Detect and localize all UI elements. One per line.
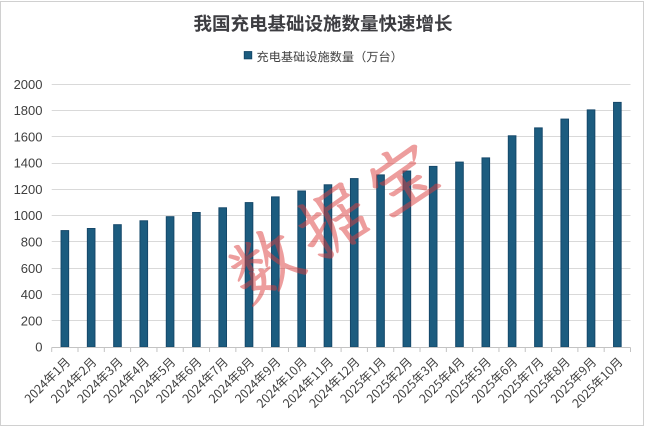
svg-text:1600: 1600 — [14, 129, 43, 144]
svg-text:1200: 1200 — [14, 182, 43, 197]
svg-text:2000: 2000 — [14, 77, 43, 92]
svg-text:1800: 1800 — [14, 103, 43, 118]
svg-text:600: 600 — [21, 261, 43, 276]
svg-text:0: 0 — [35, 340, 42, 355]
svg-text:1000: 1000 — [14, 208, 43, 223]
svg-text:200: 200 — [21, 313, 43, 328]
svg-text:1400: 1400 — [14, 156, 43, 171]
svg-text:800: 800 — [21, 235, 43, 250]
svg-text:400: 400 — [21, 287, 43, 302]
